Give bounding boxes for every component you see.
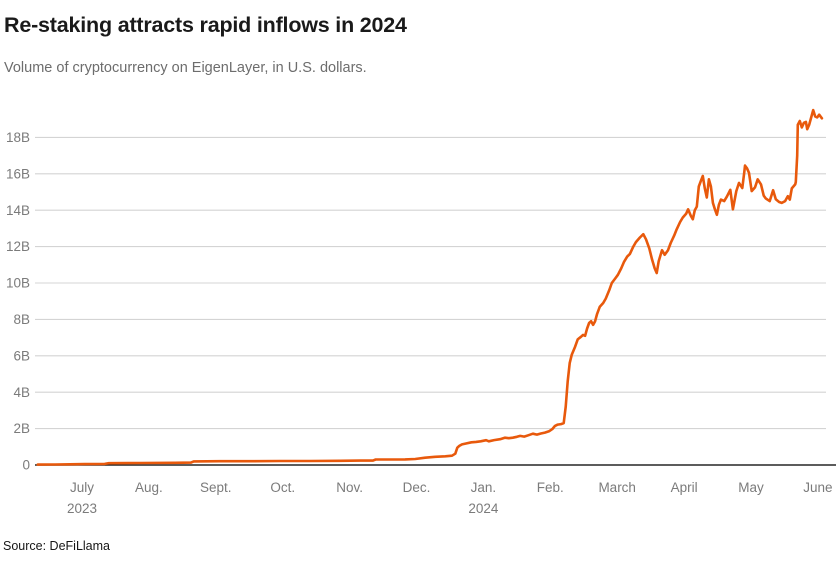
- data-line-eigenlayer-volume: [36, 108, 824, 466]
- x-tick-label: Jan.: [471, 480, 497, 495]
- x-tick-label: Oct.: [270, 480, 295, 495]
- x-tick-label: April: [671, 480, 698, 495]
- chart-title: Re-staking attracts rapid inflows in 202…: [4, 13, 407, 37]
- x-tick-label: Sept.: [200, 480, 232, 495]
- y-tick-label: 10B: [6, 276, 30, 291]
- chart-subtitle: Volume of cryptocurrency on EigenLayer, …: [4, 60, 367, 76]
- y-tick-label: 2B: [13, 421, 30, 436]
- x-tick-label: July: [70, 480, 94, 495]
- x-year-label: 2023: [67, 501, 97, 516]
- x-year-label: 2024: [468, 501, 499, 516]
- x-tick-label: Nov.: [336, 480, 363, 495]
- x-tick-label: May: [738, 480, 764, 495]
- x-tick-label: March: [598, 480, 636, 495]
- x-tick-label: Dec.: [403, 480, 431, 495]
- y-tick-label: 6B: [13, 348, 30, 363]
- x-tick-label: June: [803, 480, 832, 495]
- y-tick-label: 4B: [13, 385, 30, 400]
- source-attribution: Source: DeFiLlama: [3, 539, 110, 553]
- y-tick-label: 14B: [6, 203, 30, 218]
- y-tick-label: 12B: [6, 239, 30, 254]
- y-tick-label: 18B: [6, 130, 30, 145]
- y-tick-label: 8B: [13, 312, 30, 327]
- y-tick-label: 0: [22, 458, 30, 473]
- x-tick-label: Aug.: [135, 480, 163, 495]
- x-tick-label: Feb.: [537, 480, 564, 495]
- y-tick-label: 16B: [6, 166, 30, 181]
